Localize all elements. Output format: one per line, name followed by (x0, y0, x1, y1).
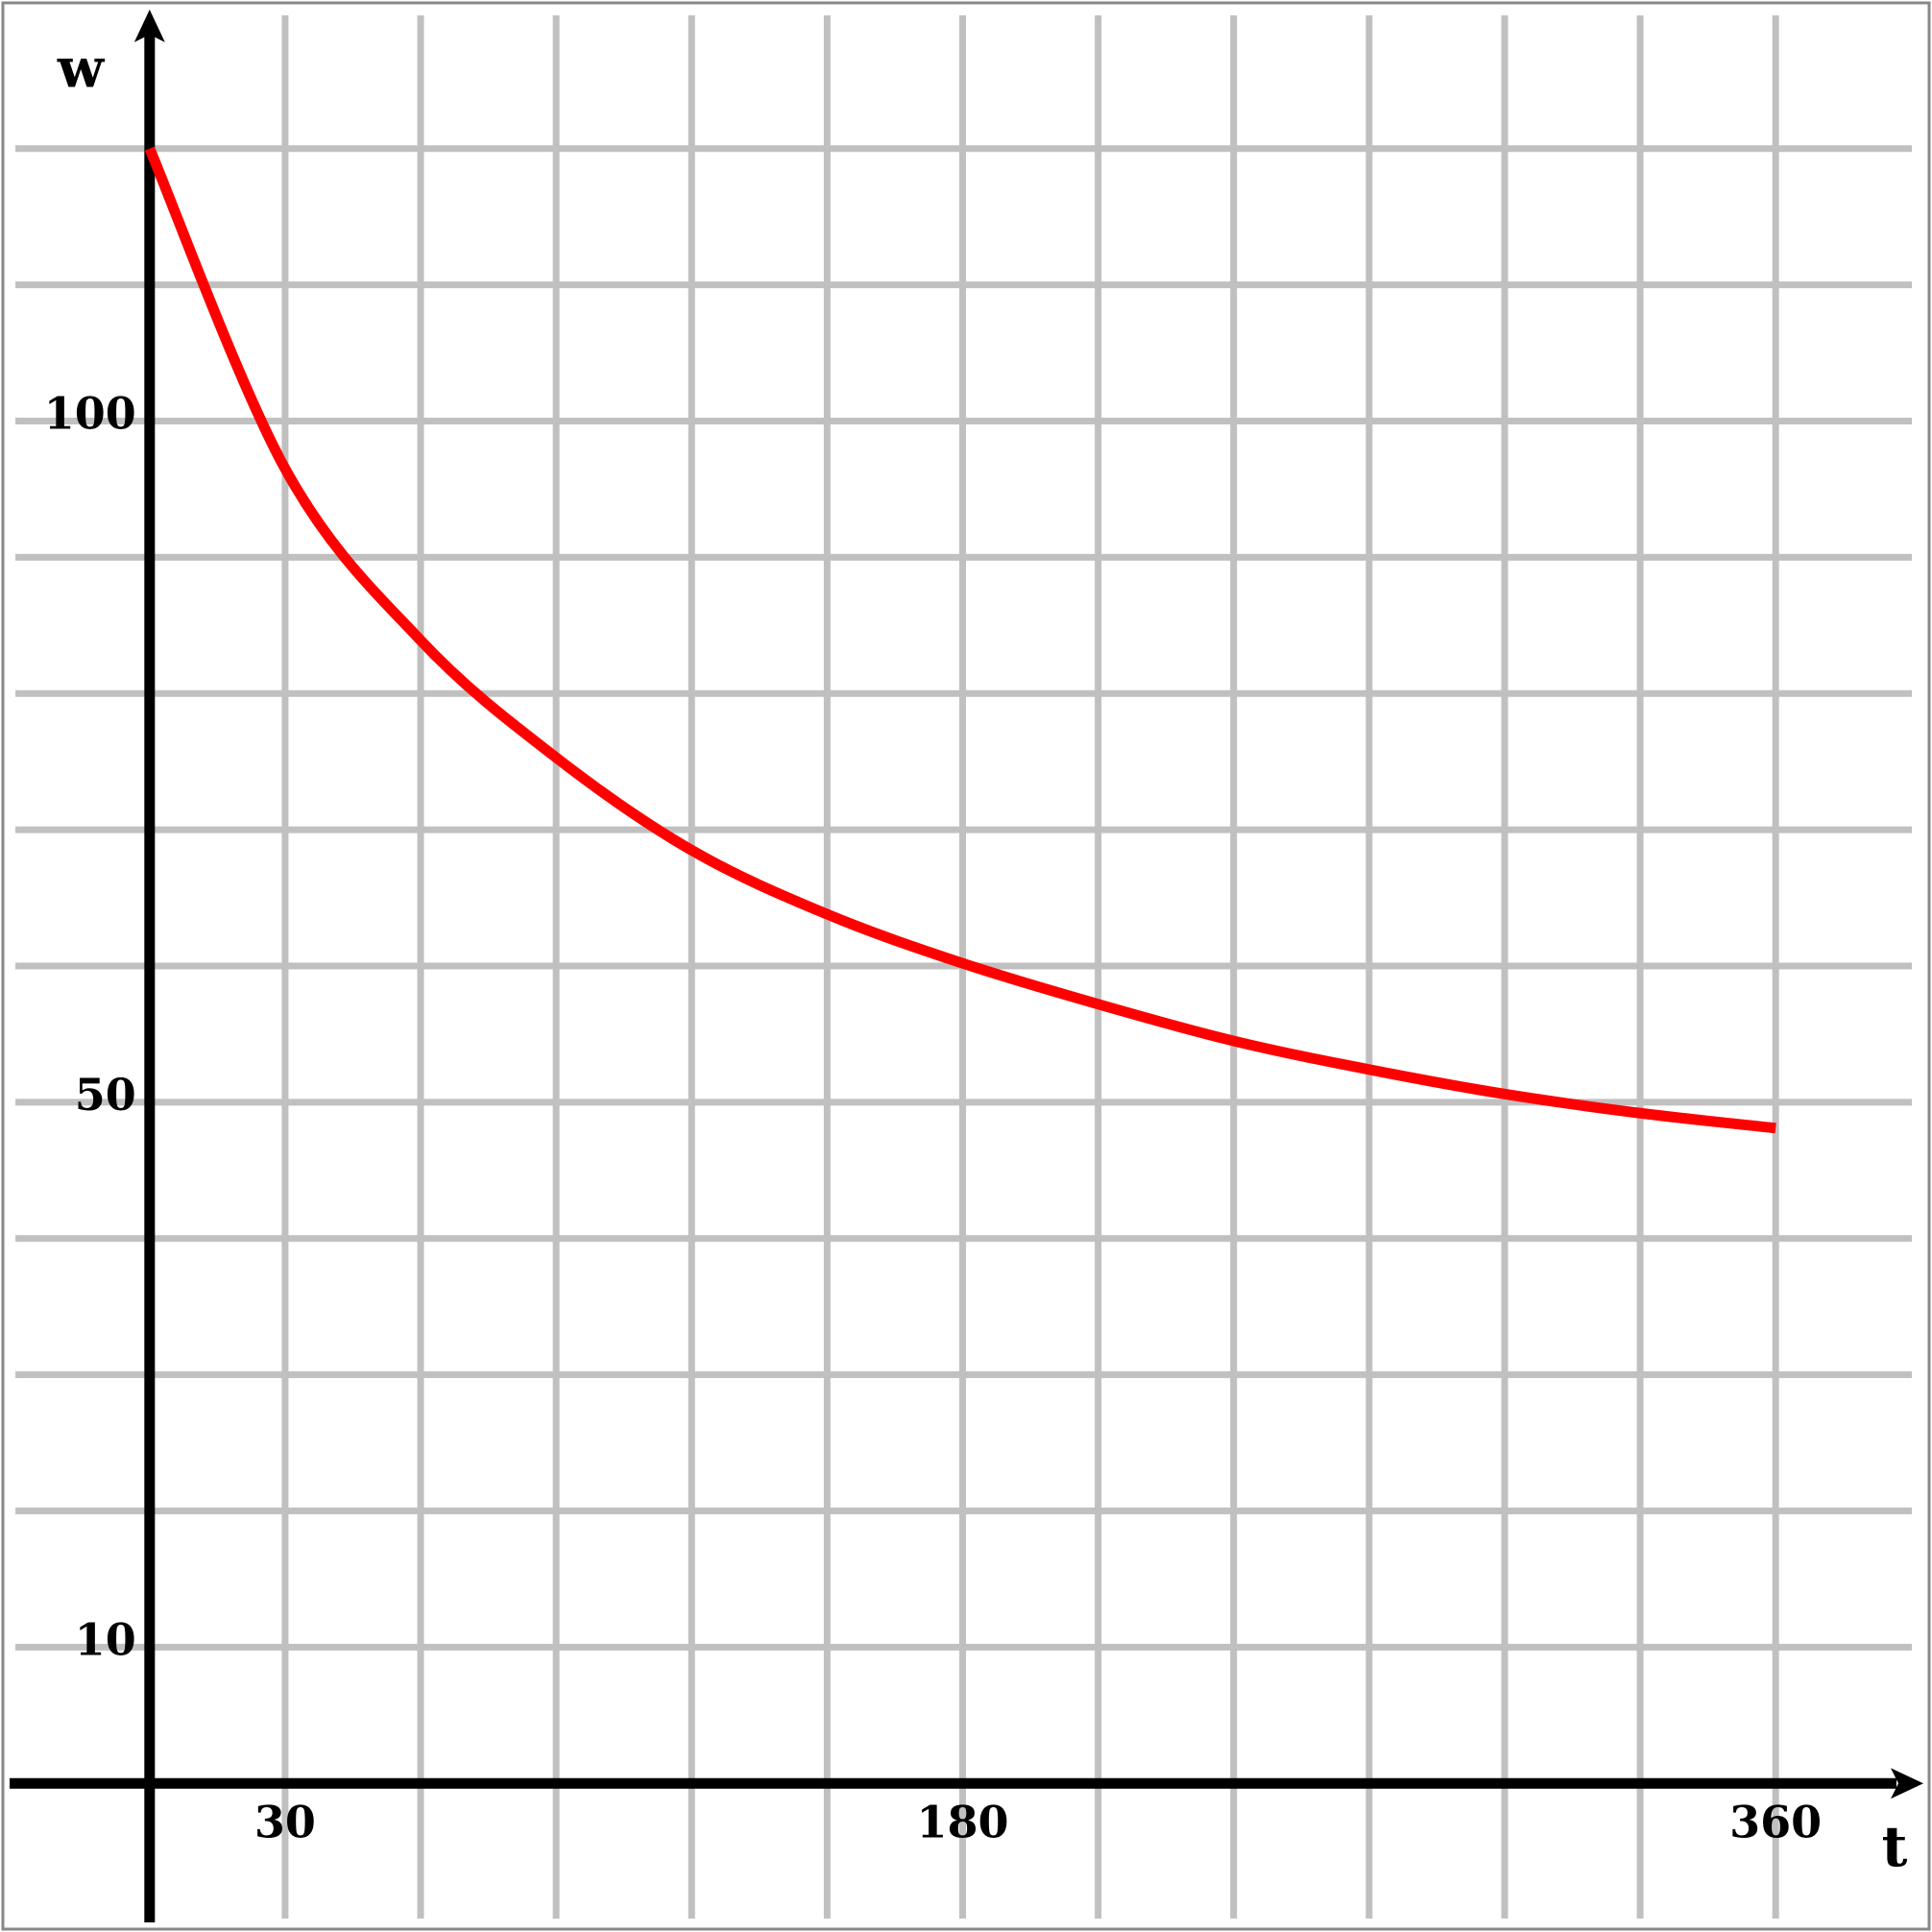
y-axis-label: w (57, 37, 106, 101)
x-axis-arrow (1891, 1768, 1923, 1799)
y-tick-label: 100 (44, 387, 136, 439)
y-tick-label: 50 (75, 1069, 136, 1121)
x-tick-label: 360 (1729, 1796, 1822, 1847)
x-axis-label: t (1882, 1814, 1908, 1879)
y-axis-arrow (133, 10, 165, 42)
curve (144, 146, 1776, 1134)
x-tick-label: 180 (916, 1796, 1008, 1847)
x-tick-label: 30 (254, 1796, 316, 1847)
y-tick-label: 10 (75, 1613, 136, 1665)
